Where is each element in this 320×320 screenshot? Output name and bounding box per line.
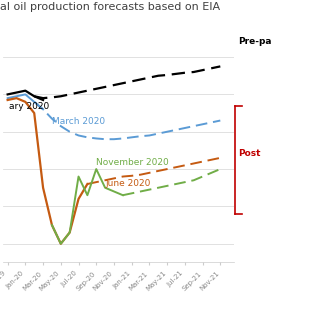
Text: Pre-pa: Pre-pa [238,37,272,46]
Text: Post: Post [238,149,261,158]
Text: November 2020: November 2020 [96,158,169,167]
Text: ary 2020: ary 2020 [9,102,50,111]
Text: March 2020: March 2020 [52,117,105,126]
Text: June 2020: June 2020 [105,179,150,188]
Text: al oil production forecasts based on EIA: al oil production forecasts based on EIA [0,2,220,12]
